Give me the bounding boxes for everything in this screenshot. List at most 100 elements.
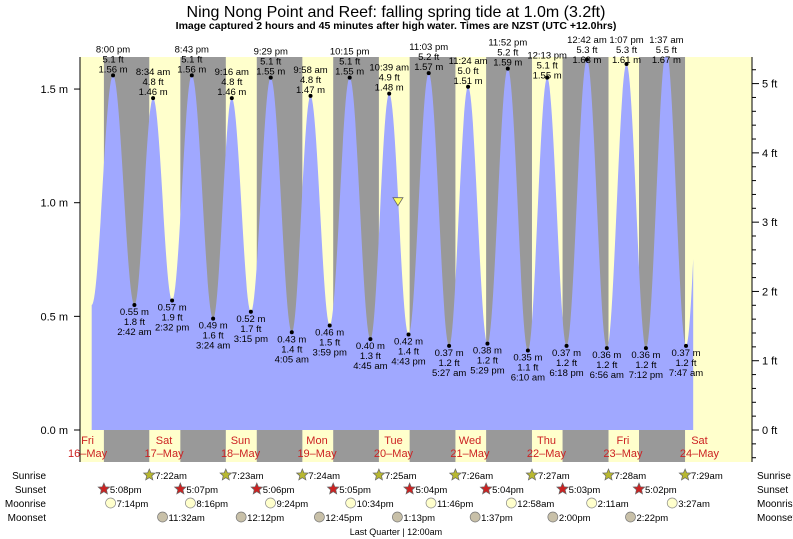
tide-label-text: 0.35 m1.1 ft6:10 am — [511, 352, 545, 383]
tide-height-ft: 5.3 ft — [576, 45, 597, 56]
low-tide-label: 0.36 m1.2 ft6:56 am — [590, 346, 624, 381]
sunrise-star-icon — [678, 468, 692, 481]
day-name-label: Sun — [231, 435, 251, 447]
tide-area — [91, 57, 694, 430]
date-label: 23–May — [603, 448, 643, 460]
right-tick-label: 3 ft — [762, 217, 777, 229]
current-level-marker — [392, 197, 404, 207]
tide-height-ft: 5.1 ft — [260, 57, 281, 68]
low-tide-label: 0.38 m1.2 ft5:29 pm — [470, 341, 505, 377]
tide-label-text: 11:52 pm5.2 ft1.59 m — [488, 38, 527, 69]
tide-time: 2:32 pm — [155, 322, 189, 333]
tide-height-m: 1.46 m — [217, 87, 246, 98]
moonset-row-label-right: Moonset — [757, 513, 793, 524]
high-tide-point — [624, 62, 629, 67]
moonrise-time: 11:46pm — [437, 499, 473, 510]
sunrise-time: 7:28am — [615, 471, 647, 482]
tide-label-text: 8:34 am4.8 ft1.46 m — [136, 67, 170, 98]
low-tide-point — [170, 298, 175, 303]
sunrise-row-label: Sunrise — [12, 471, 46, 482]
day-name-label: Fri — [617, 435, 630, 447]
tide-time: 10:15 pm — [330, 47, 370, 58]
left-tick-label: 1.0 m — [40, 198, 68, 210]
low-tide-point — [564, 343, 569, 348]
tide-height-ft: 4.9 ft — [379, 73, 400, 84]
moonset-time: 2:00pm — [559, 513, 591, 524]
low-tide-point — [211, 316, 216, 321]
tide-time: 8:34 am — [136, 67, 170, 78]
tide-height-ft: 5.1 ft — [181, 54, 202, 65]
right-tick-label: 4 ft — [762, 148, 777, 160]
high-tide-point — [111, 73, 116, 78]
tide-label-text: 0.38 m1.2 ft5:29 pm — [470, 346, 504, 377]
low-tide-point — [368, 337, 373, 342]
low-tide-label: 0.57 m1.9 ft2:32 pm — [155, 298, 189, 333]
sunrise-star-icon — [219, 468, 233, 481]
tide-height-ft: 1.3 ft — [360, 351, 381, 362]
tide-height-m: 0.57 m — [158, 302, 187, 313]
chart-title: Ning Nong Point and Reef: falling spring… — [187, 4, 606, 21]
moonset-icon — [314, 511, 325, 523]
tide-label-text: 0.37 m1.2 ft5:27 am — [432, 348, 466, 379]
low-tide-label: 0.46 m1.5 ft3:59 pm — [313, 323, 347, 358]
sunset-row-label-right: Sunset — [757, 485, 788, 496]
tide-time: 11:03 pm — [409, 42, 448, 53]
tide-time: 3:59 pm — [313, 347, 347, 358]
low-tide-point — [327, 323, 332, 328]
sunset-star-icon — [326, 482, 340, 495]
tide-height-ft: 5.3 ft — [616, 45, 637, 56]
moonrise-time: 12:58am — [517, 499, 554, 510]
high-tide-point — [584, 57, 589, 62]
date-label: 20–May — [374, 448, 414, 460]
tide-height-ft: 4.8 ft — [143, 77, 164, 88]
sunset-star-icon — [97, 482, 111, 495]
high-tide-label: 8:43 pm5.1 ft1.56 m — [175, 44, 209, 78]
tide-time: 7:47 am — [669, 368, 703, 379]
tide-height-ft: 1.2 ft — [439, 358, 460, 369]
sunrise-time: 7:29am — [691, 471, 723, 482]
tide-label-text: 0.49 m1.6 ft3:24 am — [196, 321, 230, 352]
low-tide-point — [132, 302, 137, 307]
moonset-icon — [157, 511, 168, 523]
tide-time: 11:52 pm — [488, 38, 527, 49]
high-tide-point — [545, 75, 550, 80]
tide-height-ft: 5.1 ft — [102, 54, 123, 65]
moonset-icon — [625, 511, 636, 523]
moonset-row-label: Moonset — [8, 513, 47, 524]
almanac-rows: Sunrise Sunrise 7:22am 7:23am 7:24am 7:25am 7:… — [5, 468, 793, 524]
moonrise-time: 10:34pm — [357, 499, 394, 510]
tide-label-text: 9:29 pm5.1 ft1.55 m — [254, 47, 288, 78]
high-tide-label: 9:16 am4.8 ft1.46 m — [215, 67, 249, 101]
high-tide-label: 1:37 am5.5 ft1.67 m — [649, 35, 683, 66]
sunset-star-icon — [250, 482, 264, 495]
moonset-time: 1:37pm — [481, 513, 513, 524]
tide-height-ft: 5.2 ft — [418, 52, 439, 63]
tide-height-m: 1.61 m — [612, 55, 641, 66]
day-name-label: Sat — [691, 435, 708, 447]
tide-height-ft: 4.8 ft — [221, 77, 242, 88]
left-tick-label: 0.0 m — [40, 425, 68, 437]
tide-height-m: 0.38 m — [473, 346, 502, 357]
sunrise-star-icon — [295, 468, 309, 481]
moonrise-row-label: Moonrise — [5, 499, 47, 510]
sunset-star-icon — [632, 482, 646, 495]
tide-height-ft: 1.6 ft — [203, 331, 224, 342]
tide-height-m: 1.56 m — [99, 64, 128, 75]
sunset-time: 5:04pm — [416, 485, 448, 496]
sunrise-star-icon — [525, 468, 539, 481]
tide-time: 12:13 pm — [527, 51, 567, 62]
high-tide-label: 11:52 pm5.2 ft1.59 m — [488, 38, 527, 71]
high-tide-point — [347, 75, 352, 80]
sunset-time: 5:08pm — [110, 485, 142, 496]
tide-label-text: 12:13 pm5.1 ft1.55 m — [527, 51, 567, 82]
low-tide-point — [643, 346, 648, 351]
moonrise-icon — [505, 497, 517, 509]
moonrise-icon — [105, 497, 116, 509]
tide-time: 12:42 am — [567, 35, 607, 46]
tide-time: 4:43 pm — [391, 357, 425, 368]
tide-height-m: 0.49 m — [199, 321, 228, 332]
tide-labels: 8:00 pm5.1 ft1.56 m0.55 m1.8 ft2:42 am8:… — [96, 35, 703, 383]
tide-height-ft: 5.1 ft — [339, 57, 360, 68]
tide-height-ft: 1.2 ft — [556, 358, 577, 369]
tide-label-text: 0.46 m1.5 ft3:59 pm — [313, 327, 347, 358]
